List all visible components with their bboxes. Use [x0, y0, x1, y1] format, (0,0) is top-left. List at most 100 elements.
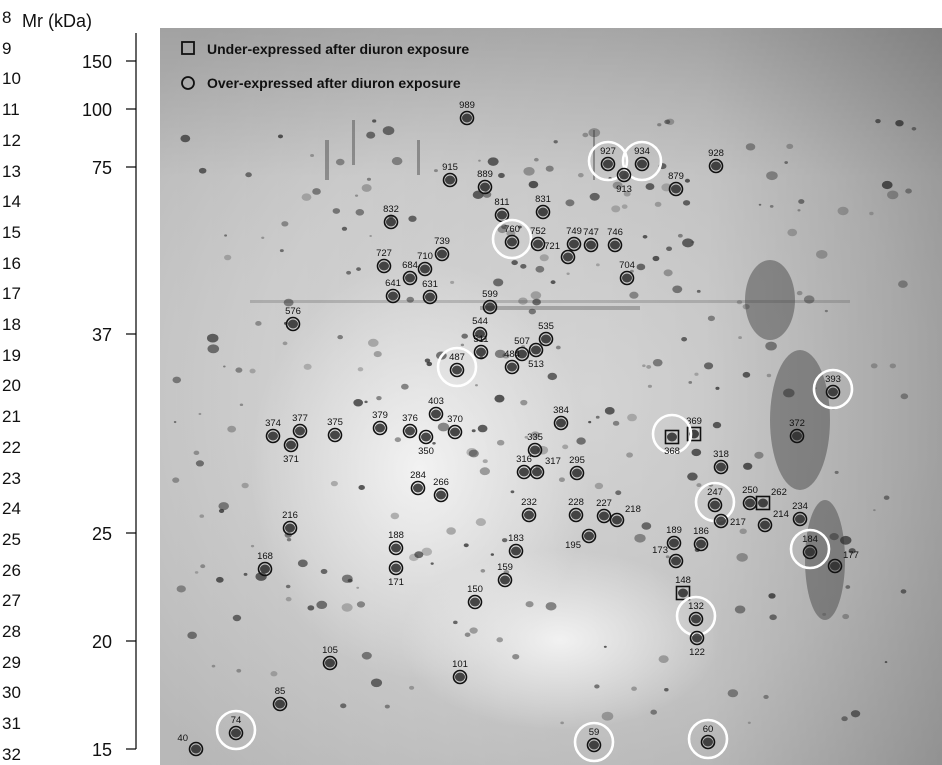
- spot-label: 150: [467, 584, 483, 595]
- background-spot: [601, 711, 614, 721]
- spot-blob: [667, 432, 677, 442]
- background-spot: [627, 413, 637, 422]
- spot-label: 40: [177, 733, 188, 744]
- mw-tick-label: 25: [92, 524, 112, 544]
- background-spot: [562, 444, 569, 450]
- background-spot: [414, 551, 424, 559]
- background-spot: [739, 528, 747, 535]
- background-spot: [816, 249, 828, 259]
- spot-blob: [703, 737, 713, 747]
- background-spot: [787, 228, 798, 237]
- spot-label: 262: [771, 487, 787, 498]
- protein-spot: 216: [282, 510, 298, 536]
- spot-blob: [425, 292, 435, 302]
- background-spot: [911, 126, 917, 131]
- background-spot: [487, 157, 499, 166]
- protein-spot: 247: [694, 481, 736, 523]
- background-spot: [297, 559, 308, 568]
- spot-label: 889: [477, 169, 493, 180]
- protein-spot: 60: [687, 718, 729, 760]
- background-spot: [734, 605, 746, 614]
- background-spot: [743, 462, 753, 470]
- spot-label: 132: [688, 601, 704, 612]
- background-spot: [595, 263, 600, 267]
- background-spot: [498, 172, 505, 179]
- over-expressed-marker: [477, 179, 493, 195]
- background-spot: [841, 716, 848, 722]
- background-spot: [187, 631, 197, 640]
- spot-blob: [678, 588, 688, 598]
- protein-spot: 507: [514, 336, 530, 362]
- spot-label: 186: [693, 526, 709, 537]
- highlight-ring: [812, 368, 854, 410]
- background-spot: [524, 435, 529, 439]
- spot-blob: [599, 511, 609, 521]
- protein-spot: 375: [327, 417, 343, 443]
- background-spot: [783, 388, 795, 398]
- spot-label: 59: [589, 727, 600, 738]
- over-expressed-marker: [789, 428, 805, 444]
- spot-blob: [405, 273, 415, 283]
- background-spot: [645, 183, 655, 190]
- background-spot: [475, 384, 478, 387]
- background-spot: [834, 470, 839, 474]
- background-spot: [337, 334, 343, 340]
- background-spot: [768, 593, 776, 599]
- background-spot: [565, 199, 575, 207]
- background-spot: [681, 336, 688, 342]
- background-spot: [824, 309, 828, 313]
- background-spot: [742, 303, 750, 310]
- line-number: 29: [2, 652, 21, 672]
- spot-blob: [795, 514, 805, 524]
- spot-label: 372: [789, 418, 805, 429]
- spot-blob: [325, 658, 335, 668]
- over-expressed-marker: [619, 270, 635, 286]
- protein-spot: 576: [285, 306, 301, 332]
- spot-label: 746: [607, 227, 623, 238]
- over-expressed-marker: [569, 465, 585, 481]
- spot-label: 369: [686, 416, 702, 427]
- spot-label: 641: [385, 278, 401, 289]
- background-spot: [652, 358, 663, 367]
- background-spot: [696, 483, 702, 488]
- background-spot: [642, 364, 646, 368]
- protein-spot: 228: [568, 497, 584, 523]
- spot-blob: [379, 261, 389, 271]
- spot-blob: [517, 349, 527, 359]
- background-spot: [534, 157, 539, 162]
- protein-spot: 739: [434, 236, 450, 262]
- spot-blob: [295, 426, 305, 436]
- background-spot: [285, 596, 292, 602]
- over-expressed-marker: [553, 415, 569, 431]
- background-spot: [218, 502, 229, 511]
- background-spot: [250, 544, 255, 548]
- spot-blob: [610, 240, 620, 250]
- over-expressed-marker: [825, 384, 841, 400]
- protein-spot: 641: [385, 278, 401, 304]
- over-expressed-marker: [581, 528, 597, 544]
- background-spot: [502, 352, 510, 359]
- protein-spot: 371: [283, 437, 299, 465]
- background-spot: [332, 208, 341, 214]
- spot-blob: [828, 387, 838, 397]
- background-spot: [691, 240, 695, 244]
- background-spot: [468, 449, 479, 458]
- background-spot: [603, 645, 607, 648]
- over-expressed-marker: [257, 561, 273, 577]
- spot-label: 544: [472, 316, 488, 327]
- background-spot: [545, 165, 554, 172]
- background-spot: [482, 459, 488, 464]
- protein-spot: 721: [544, 241, 576, 265]
- spot-blob: [758, 498, 768, 508]
- spot-blob: [532, 467, 542, 477]
- over-expressed-marker: [372, 420, 388, 436]
- background-spot: [279, 249, 284, 253]
- background-spot: [361, 651, 372, 660]
- over-expressed-marker: [514, 346, 530, 362]
- background-spot: [236, 668, 242, 673]
- spot-label: 374: [265, 418, 281, 429]
- background-spot: [663, 269, 673, 277]
- mw-tick-label: 15: [92, 740, 112, 760]
- background-spot: [642, 234, 648, 239]
